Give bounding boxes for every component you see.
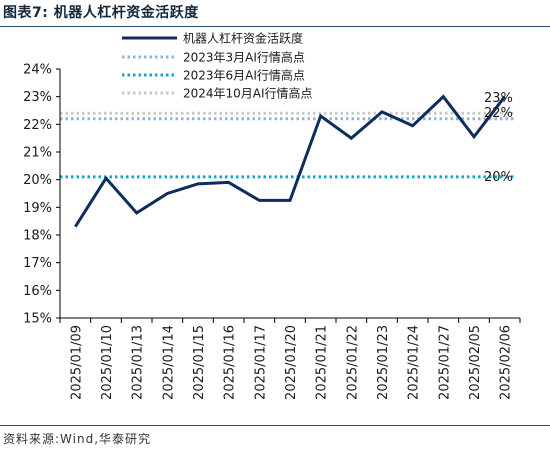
y-tick-label: 18% [23, 229, 52, 244]
annotation-label-0: 23% [484, 91, 513, 106]
legend-label-3: 2024年10月AI行情高点 [183, 86, 313, 101]
annotations: 23%22% 20% [484, 91, 513, 185]
y-tick-label: 17% [23, 256, 52, 271]
x-tick-label: 2025/01/16 [223, 325, 238, 400]
source-divider [0, 425, 550, 426]
legend-bg-2 [181, 67, 346, 83]
series-layer [74, 94, 506, 228]
annotation-label-1: 22% [484, 106, 513, 121]
x-tick-label: 2025/01/21 [315, 325, 330, 400]
legend-bg-1 [181, 49, 346, 65]
x-tick-label: 2025/01/15 [192, 325, 207, 400]
x-tick-label: 2025/02/06 [499, 325, 514, 400]
x-tick-label: 2025/01/22 [345, 325, 360, 400]
series-line-0 [74, 94, 506, 228]
y-tick-label: 19% [23, 201, 52, 216]
reference-lines [60, 111, 514, 179]
legend-bg-3 [181, 85, 346, 101]
figure-title: 图表7: 机器人杠杆资金活跃度 [3, 5, 199, 21]
y-tick-label: 21% [23, 146, 52, 161]
y-tick-label: 20% [23, 173, 52, 188]
x-tick-label: 2025/01/13 [131, 325, 146, 400]
x-tick-label: 2025/01/09 [69, 325, 84, 400]
y-tick-label: 24% [23, 63, 52, 78]
x-tick-label: 2025/01/23 [376, 325, 391, 400]
axes: 15%16%17%18%19%20%21%22%23%24%2025/01/09… [23, 63, 521, 400]
x-tick-label: 2025/02/05 [468, 325, 483, 400]
legend-label-0: 机器人杠杆资金活跃度 [183, 31, 303, 46]
title-divider [0, 26, 550, 27]
x-tick-label: 2025/01/17 [253, 325, 268, 400]
y-tick-label: 22% [23, 118, 52, 133]
legend-label-1: 2023年3月AI行情高点 [183, 50, 305, 65]
x-tick-label: 2025/01/20 [284, 325, 299, 400]
y-tick-label: 16% [23, 284, 52, 299]
y-tick-label: 15% [23, 312, 52, 327]
legend-bg-0 [181, 30, 346, 46]
legend-label-2: 2023年6月AI行情高点 [183, 68, 305, 83]
x-tick-label: 2025/01/27 [437, 325, 452, 400]
legend: 机器人杠杆资金活跃度 2023年3月AI行情高点 2023年6月AI行情高点 2024… [122, 30, 346, 101]
annotation-label-2: 20% [484, 170, 513, 185]
x-tick-label: 2025/01/24 [407, 325, 422, 400]
x-tick-label: 2025/01/14 [161, 325, 176, 400]
y-tick-label: 23% [23, 90, 52, 105]
source-note: 资料来源:Wind,华泰研究 [3, 432, 152, 446]
x-tick-label: 2025/01/10 [100, 325, 115, 400]
